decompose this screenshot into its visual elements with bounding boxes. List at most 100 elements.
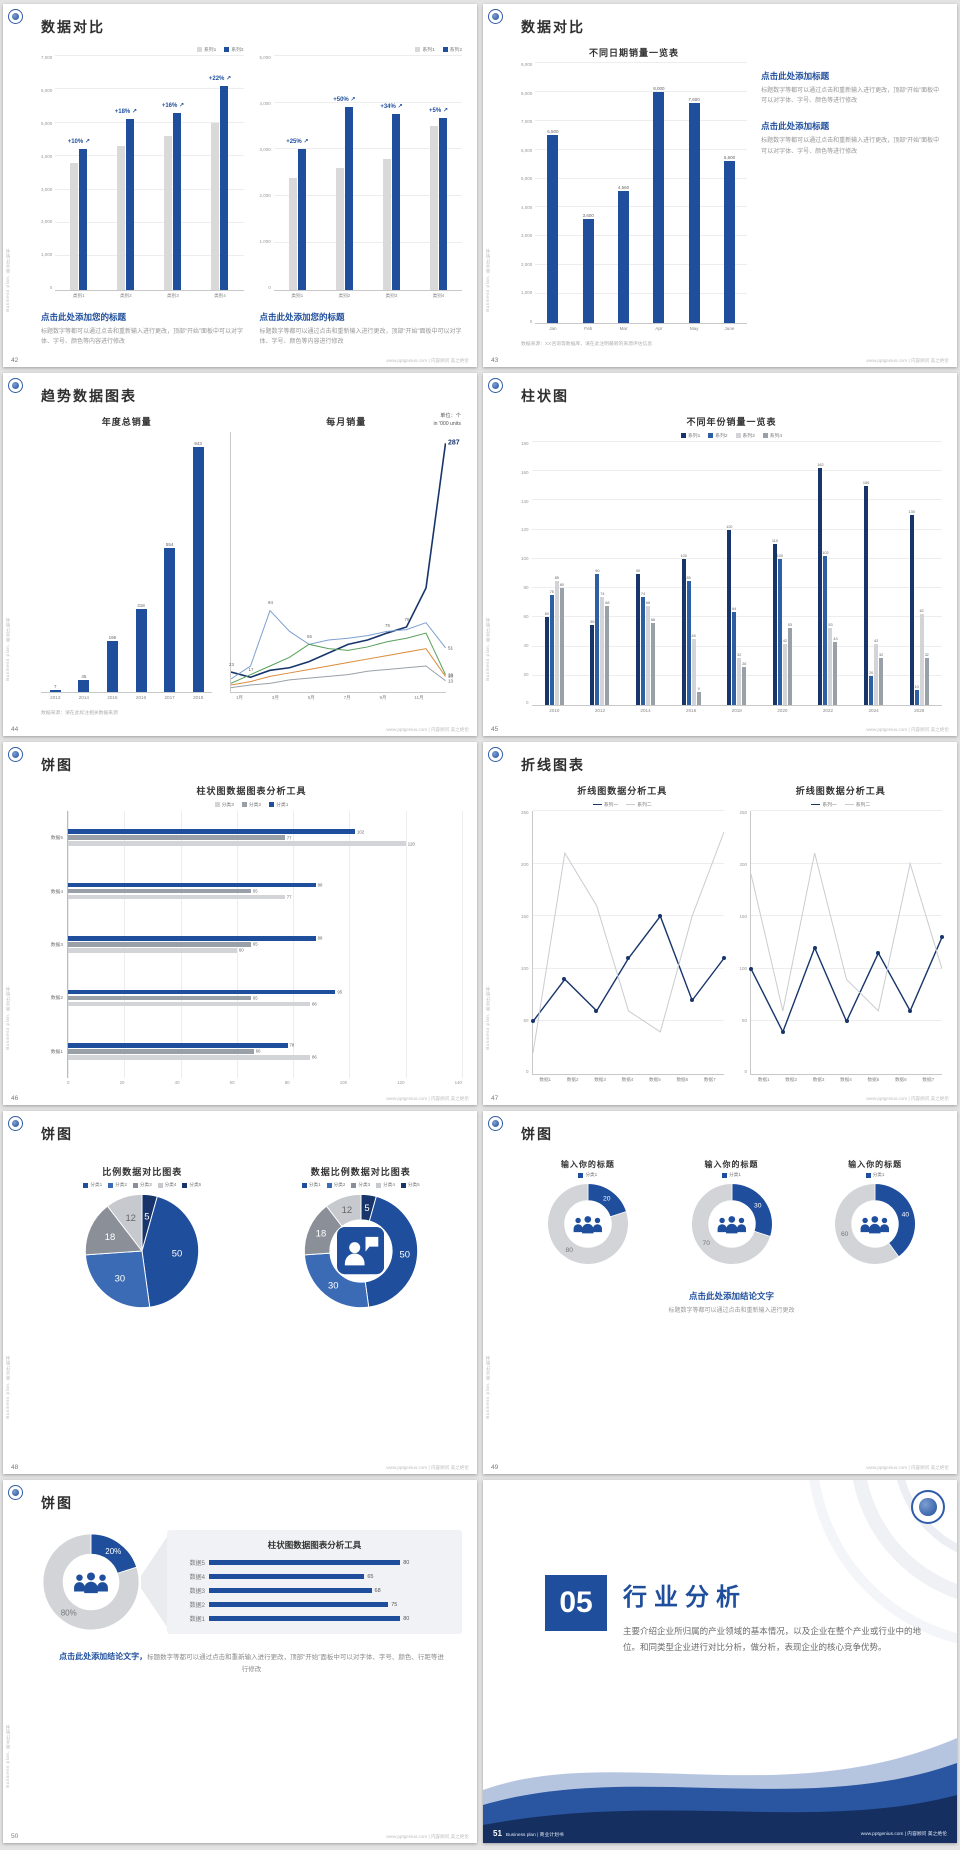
pcol: +10% ↗ +18% ↗ +16% ↗ +22% ↗ 类别1 类别2 类别3 类别4 [55,55,244,301]
xcell: 数据5 [867,1077,880,1082]
chart-el: 80 [523,585,529,591]
analysis-panel: 柱状图数据图表分析工具 数据5 80 数据4 65 数据3 68 数据2 75 数据1 80 [167,1530,462,1634]
chart-el [874,1183,916,1258]
p-legend: 分类1 分类2 分类3 分类4 分类5 [83,1182,201,1188]
pcol: 数据1 数据2 数据3 数据4 数据5 数据6 数据7 [530,810,726,1085]
lg-item: 分类5 [182,1182,201,1188]
chart-el: 1,000 [41,252,53,258]
vlabel: 45 [81,674,87,680]
bar: 42 [783,639,787,705]
bgroup: +25% ↗ [274,56,321,290]
aarr: ↗ [83,139,90,146]
xcell: 3月 [271,695,279,700]
plot: +25% ↗ +50% ↗ +34% ↗ +5% ↗ [273,55,462,291]
chart-title: 柱状图数据图表分析工具 [196,786,307,796]
bar: 20 [869,671,873,705]
vc-legend: 系列1 系列2 系列3 系列4 [521,432,942,439]
chart-el: 分类2 [115,1182,127,1187]
lg-line [811,803,821,806]
ldot [530,1019,535,1024]
footer-site-text: www.pptgenius.com | 内容顾问 美之绝伦 [386,1834,469,1839]
page-number: 44 [11,726,19,733]
gline [532,862,724,864]
xcell: 1月 [235,695,244,700]
chart-el: 系列1 [203,48,217,53]
chart-title: 不同日期销量一览表 [589,48,680,58]
bar: 45 [692,634,696,705]
ldot [940,935,944,940]
lg-line [592,803,602,806]
chart-el: 系列2 [449,48,462,53]
gline [273,101,462,103]
bgroup: 554 [155,432,184,692]
ldot [780,1029,785,1034]
hval: 65 [252,888,258,894]
chart-el [231,666,446,688]
ldot [876,951,881,956]
ldot [594,1008,599,1013]
slide-51[interactable]: 05 行业分析 主要介绍企业所归属的产业领域的基本情况，以及企业在整个产业或行业… [483,1480,957,1843]
line-chart: 系列一 系列二 250 200 150 100 50 0 数据1 数据2 数据3 数据4 数据5 数据6 数… [521,801,726,1085]
vlabel: 110 [771,539,778,544]
slide-42[interactable]: Business plan, 商业计划书 数据对比 系列1 系列2 7,000 6,0… [3,4,477,367]
chart-el: 3,000 [41,186,53,192]
slide-47[interactable]: Business plan, 商业计划书 折线图表 折线图数据分析工具 系列一系… [483,742,957,1105]
gline [531,674,942,676]
chart-title: 年度总销量 [101,417,152,427]
vlabel: 42 [873,638,879,643]
hsrow: 数据3 68 [181,1586,448,1596]
chart-el: 5,000 [521,176,533,181]
lg-item: 分类3 [132,1182,152,1188]
chart-el: 4,000 [41,153,53,159]
donut-chart: 20% 80% [41,1532,141,1632]
lsvg [751,811,942,1074]
logo-icon [8,1116,23,1131]
bgroup: +22% ↗ [196,56,243,290]
ycol: 180 160 140 120 100 80 60 40 20 0 [521,441,532,716]
vlabel: 64 [732,606,737,611]
xcell [284,695,302,703]
vlabel: 5,600 [723,155,736,161]
slide-50[interactable]: Business plan, 商业计划书 饼图 20% 80% 柱状图数据图表分析… [3,1480,477,1843]
xcell: 2022 [822,708,834,713]
pcol: 60 75 85 80 55 90 74 68 90 74 68 56 100 85 45 9 120 64 32 2… [531,441,942,716]
vlabel: 80 [559,583,564,588]
chart-el: 分类2 [333,1182,346,1187]
lg-sw [157,1182,163,1188]
bar: 32 [925,653,929,705]
vlabel: 32 [737,653,742,658]
chart-el: 5 [364,1202,369,1213]
lg-sw [83,1182,89,1188]
hlab: 数据4 [50,889,63,895]
data-source-note: 数据来源：请在此标注相关数据来源 [41,711,118,716]
xcell [392,695,410,703]
bgroup: 3,600 [571,63,606,323]
slide-44[interactable]: Business plan, 商业计划书 趋势数据图表 单位：个 in '000… [3,373,477,736]
lg-item: 系列4 [762,432,782,439]
gline [55,221,244,223]
bar: 150 [863,481,869,705]
slide-46[interactable]: Business plan, 商业计划书 饼图 柱状图数据图表分析工具 分类3 分… [3,742,477,1105]
xrow: 类别1 类别2 类别3 类别4 [274,291,462,301]
chart-el [547,1183,629,1265]
bgroup: 110 100 42 53 [760,442,806,705]
anno: +22% ↗ [208,76,232,83]
bar [117,146,126,290]
logo-icon [8,378,23,393]
chart-title: 每月销量 [326,417,367,427]
slide-45[interactable]: Business plan, 商业计划书 柱状图 不同年份销量一览表 系列1 系列… [483,373,957,736]
vlabel: 60 [544,612,549,617]
bgroup: +50% ↗ [321,56,368,290]
slide-49[interactable]: Business plan, 商业计划书 饼图 输入你的标题 分类1 20 80 输… [483,1111,957,1474]
slide-48[interactable]: Business plan, 商业计划书 饼图 比例数据对比图表 分类1 分类2 分… [3,1111,477,1474]
slide-43[interactable]: Business plan, 商业计划书 数据对比 不同日期销量一览表 9,00… [483,4,957,367]
xcell [428,695,446,703]
aarr: ↗ [177,102,185,109]
lg-item: 系列二 [626,801,652,808]
gline [531,528,942,530]
xcell: 数据3 [812,1077,825,1082]
page-number: 50 [11,1833,19,1840]
chart-el [107,1193,143,1253]
bar: 554 [164,542,176,692]
